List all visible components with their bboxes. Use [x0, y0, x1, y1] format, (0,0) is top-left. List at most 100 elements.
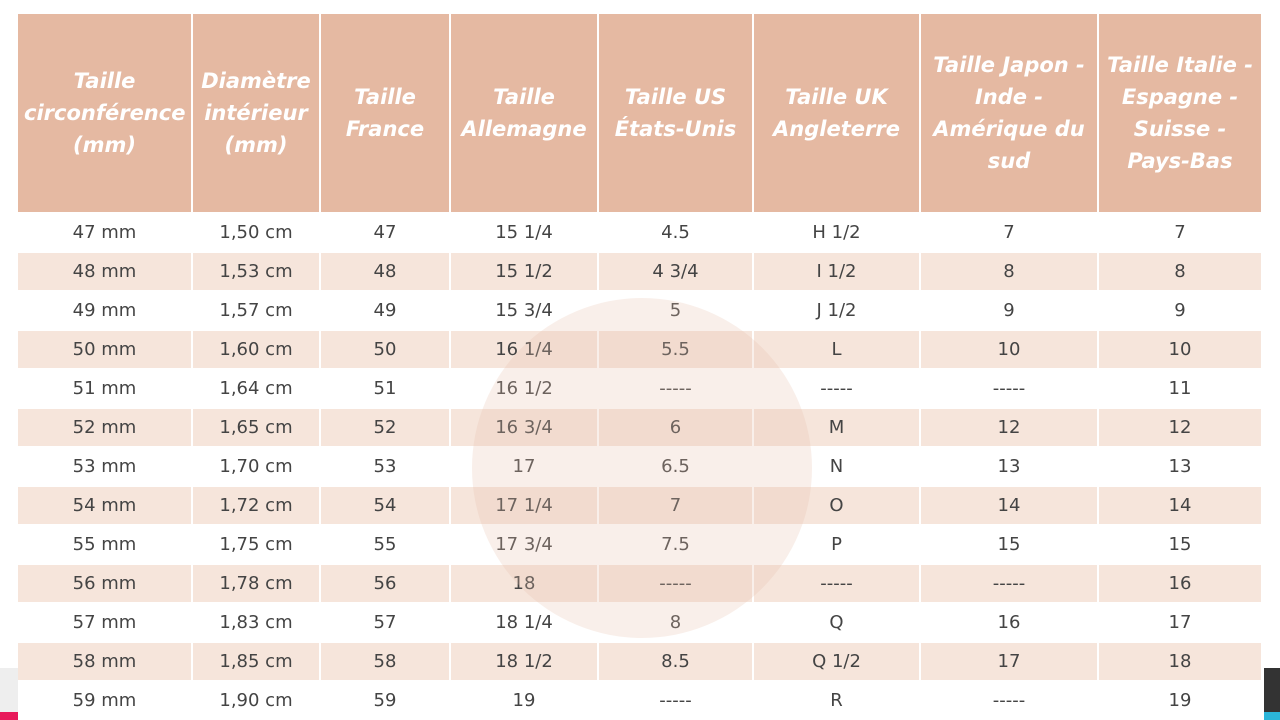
table-cell: 1,57 cm [192, 290, 321, 330]
table-cell: 7 [1098, 212, 1263, 252]
table-cell: 51 [320, 368, 451, 408]
table-cell: 18 [450, 563, 599, 603]
table-cell: 6 [598, 407, 754, 447]
table-cell: 49 mm [18, 290, 193, 330]
table-cell: 12 [920, 407, 1099, 447]
table-cell: M [753, 407, 921, 447]
table-cell: 16 [1098, 563, 1263, 603]
table-cell: 7.5 [598, 524, 754, 564]
table-cell: 17 [920, 641, 1099, 681]
table-row: 53 mm 1,70 cm 53 17 6.5 N 13 13 [18, 446, 1263, 486]
table-cell: 1,64 cm [192, 368, 321, 408]
table-cell: 1,78 cm [192, 563, 321, 603]
table-cell: 7 [598, 485, 754, 525]
table-cell: 15 1/2 [450, 251, 599, 291]
table-cell: ----- [598, 368, 754, 408]
table-cell: 1,70 cm [192, 446, 321, 486]
size-table: Taille circonférence (mm) Diamètre intéri… [18, 14, 1263, 719]
decor [0, 668, 18, 720]
table-cell: Q 1/2 [753, 641, 921, 681]
table-cell: 55 mm [18, 524, 193, 564]
table-cell: 56 [320, 563, 451, 603]
table-cell: 4.5 [598, 212, 754, 252]
table-row: 52 mm 1,65 cm 52 16 3/4 6 M 12 12 [18, 407, 1263, 447]
table-row: 58 mm 1,85 cm 58 18 1/2 8.5 Q 1/2 17 18 [18, 641, 1263, 681]
table-cell: ----- [598, 563, 754, 603]
table-cell: 18 1/2 [450, 641, 599, 681]
table-cell: I 1/2 [753, 251, 921, 291]
table-cell: 16 [920, 602, 1099, 642]
table-cell: 48 mm [18, 251, 193, 291]
table-cell: 8 [1098, 251, 1263, 291]
table-cell: 9 [920, 290, 1099, 330]
table-cell: 16 3/4 [450, 407, 599, 447]
table-cell: 1,72 cm [192, 485, 321, 525]
table-cell: 58 mm [18, 641, 193, 681]
decor [0, 712, 18, 720]
table-cell: 47 [320, 212, 451, 252]
table-row: 54 mm 1,72 cm 54 17 1/4 7 O 14 14 [18, 485, 1263, 525]
column-header: Taille Italie - Espagne - Suisse - Pays-… [1098, 14, 1263, 213]
column-header: Taille Allemagne [450, 14, 599, 213]
table-row: 51 mm 1,64 cm 51 16 1/2 ----- ----- ----- 11 [18, 368, 1263, 408]
table-cell: 53 mm [18, 446, 193, 486]
table-cell: ----- [753, 368, 921, 408]
table-cell: 19 [450, 680, 599, 719]
table-cell: 57 [320, 602, 451, 642]
column-header: Taille Japon - Inde - Amérique du sud [920, 14, 1099, 213]
table-cell: 1,53 cm [192, 251, 321, 291]
table-cell: 1,50 cm [192, 212, 321, 252]
table-cell: R [753, 680, 921, 719]
table-cell: H 1/2 [753, 212, 921, 252]
table-cell: 10 [1098, 329, 1263, 369]
table-cell: 17 [1098, 602, 1263, 642]
table-cell: P [753, 524, 921, 564]
table-cell: 15 [920, 524, 1099, 564]
table-cell: N [753, 446, 921, 486]
table-cell: 6.5 [598, 446, 754, 486]
table-cell: 52 [320, 407, 451, 447]
table-cell: J 1/2 [753, 290, 921, 330]
table-cell: 1,83 cm [192, 602, 321, 642]
table-cell: 9 [1098, 290, 1263, 330]
table-cell: 14 [920, 485, 1099, 525]
table-cell: 1,90 cm [192, 680, 321, 719]
table-cell: 13 [920, 446, 1099, 486]
column-header: Taille UK Angleterre [753, 14, 921, 213]
table-cell: 58 [320, 641, 451, 681]
column-header: Taille circonférence (mm) [18, 14, 193, 213]
table-cell: 17 [450, 446, 599, 486]
table-cell: 50 [320, 329, 451, 369]
table-cell: 54 mm [18, 485, 193, 525]
table-cell: 5 [598, 290, 754, 330]
table-cell: 51 mm [18, 368, 193, 408]
table-cell: L [753, 329, 921, 369]
table-cell: 13 [1098, 446, 1263, 486]
table-cell: 12 [1098, 407, 1263, 447]
table-cell: 15 [1098, 524, 1263, 564]
table-cell: O [753, 485, 921, 525]
table-cell: ----- [920, 680, 1099, 719]
table-cell: 55 [320, 524, 451, 564]
table-cell: 59 [320, 680, 451, 719]
table-row: 56 mm 1,78 cm 56 18 ----- ----- ----- 16 [18, 563, 1263, 603]
table-cell: 52 mm [18, 407, 193, 447]
table-cell: 8 [920, 251, 1099, 291]
table-cell: 57 mm [18, 602, 193, 642]
table-row: 50 mm 1,60 cm 50 16 1/4 5.5 L 10 10 [18, 329, 1263, 369]
table-cell: 15 1/4 [450, 212, 599, 252]
table-cell: 50 mm [18, 329, 193, 369]
decor [1264, 712, 1280, 720]
table-cell: 5.5 [598, 329, 754, 369]
table-body: 47 mm 1,50 cm 47 15 1/4 4.5 H 1/2 7 7 48 mm 1,53 … [18, 212, 1263, 719]
table-cell: 14 [1098, 485, 1263, 525]
table-cell: 59 mm [18, 680, 193, 719]
table-row: 49 mm 1,57 cm 49 15 3/4 5 J 1/2 9 9 [18, 290, 1263, 330]
table-row: 59 mm 1,90 cm 59 19 ----- R ----- 19 [18, 680, 1263, 719]
table-cell: 1,75 cm [192, 524, 321, 564]
table-cell: 10 [920, 329, 1099, 369]
column-header: Diamètre intérieur (mm) [192, 14, 321, 213]
table-cell: 11 [1098, 368, 1263, 408]
table-cell: 54 [320, 485, 451, 525]
